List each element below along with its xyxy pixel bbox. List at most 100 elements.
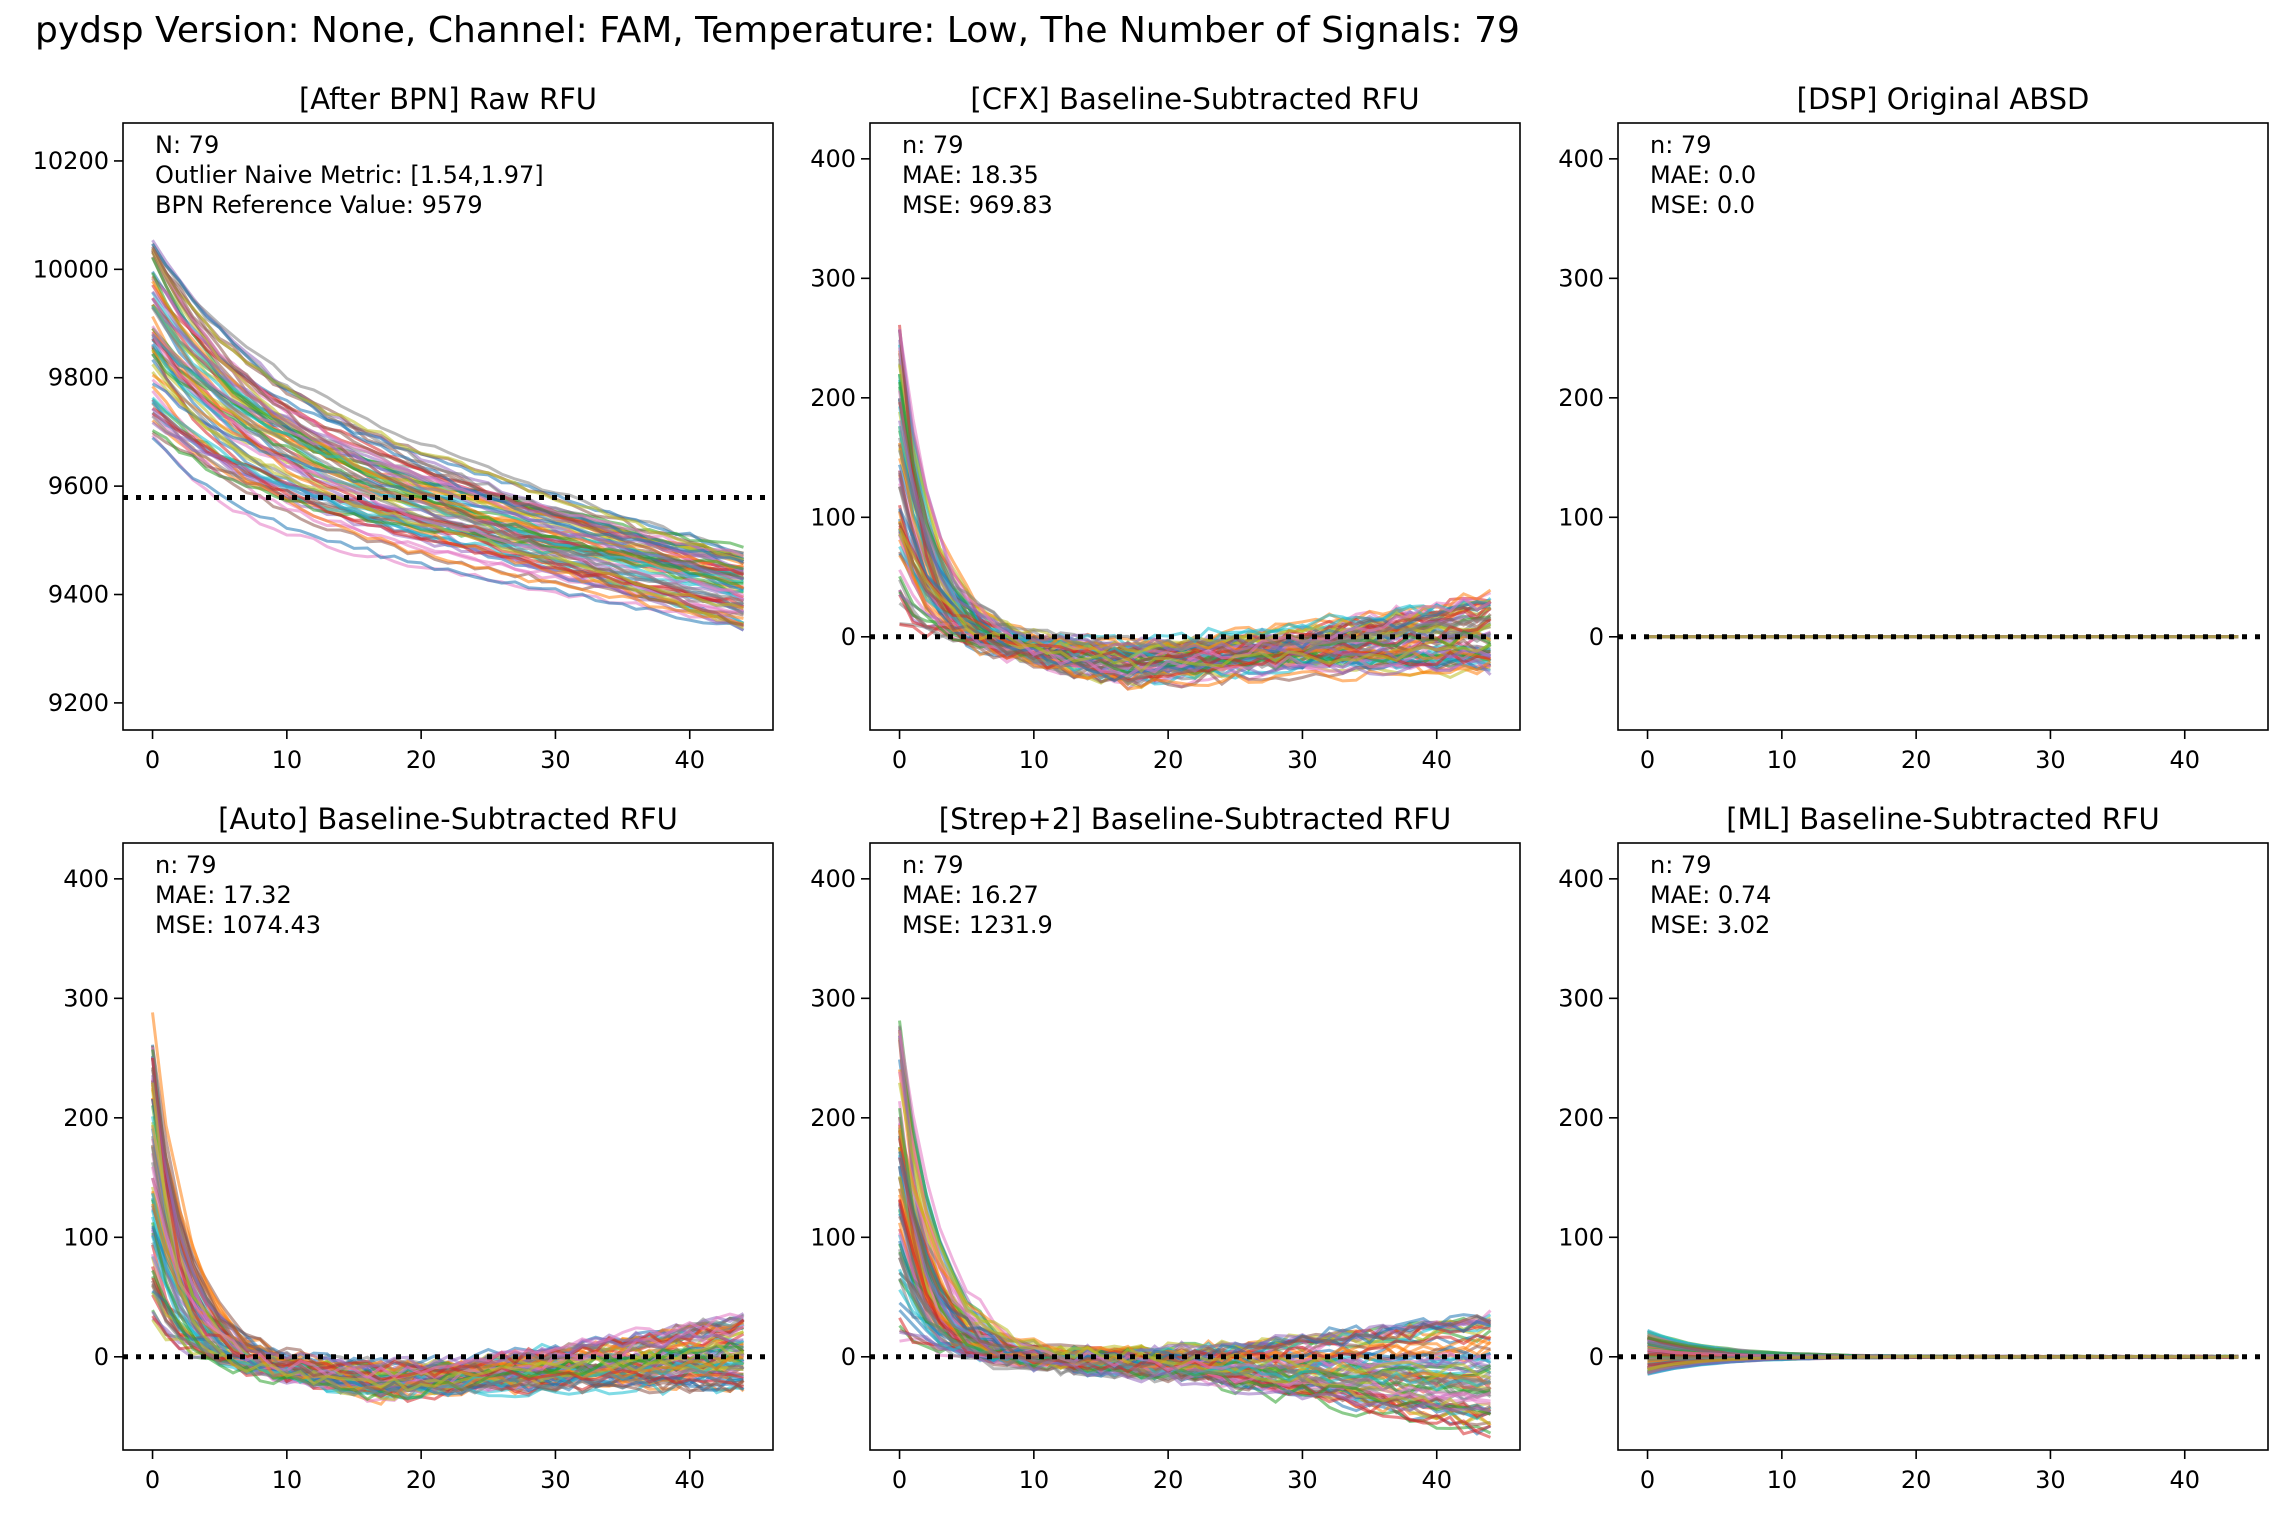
y-tick-label: 400 [810,145,856,173]
y-tick-label: 200 [63,1104,109,1132]
series-line [151,290,744,581]
series-line [151,1074,744,1371]
annotation-line: MAE: 0.0 [1650,161,1756,189]
series-line [151,1216,744,1400]
series-line [898,329,1492,678]
y-tick-label: 100 [810,503,856,531]
axes-frame [869,842,1521,1451]
x-tick-label: 0 [892,746,907,774]
series-group [898,324,1492,691]
series-line [151,247,744,562]
x-tick-label: 40 [674,1466,705,1494]
x-tick-label: 0 [145,1466,160,1494]
series-group [898,1020,1492,1439]
y-tick-label: 200 [1558,384,1604,412]
y-tick-label: 100 [1558,1223,1604,1251]
y-tick-label: 9800 [48,364,109,392]
subplot-1: [After BPN] Raw RFU 0 10 20 30 40 9200 9400 9600… [33,82,774,774]
x-tick-label: 20 [1153,746,1184,774]
y-tick-label: 0 [841,1343,856,1371]
series-line [151,385,744,627]
x-tick-label: 20 [1901,746,1932,774]
annotation-line: n: 79 [902,851,963,879]
x-tick-label: 0 [1640,1466,1655,1494]
axes-frame [869,122,1521,731]
series-group [151,239,745,632]
annotation-line: MAE: 0.74 [1650,881,1771,909]
subplot-5: [Strep+2] Baseline-Subtracted RFU 0 10 20 30… [810,802,1521,1494]
subplot-title: [DSP] Original ABSD [1797,82,2090,116]
x-tick-label: 30 [2035,1466,2066,1494]
axes-frame [122,122,774,731]
annotation-line: MAE: 18.35 [902,161,1039,189]
y-tick-label: 400 [810,865,856,893]
series-line [151,363,744,610]
axes-frame [1617,122,2269,731]
x-tick-label: 30 [540,746,571,774]
x-tick-label: 10 [1767,746,1798,774]
y-tick-label: 100 [810,1223,856,1251]
subplot-title: [Strep+2] Baseline-Subtracted RFU [939,802,1451,836]
annotation-line: MSE: 969.83 [902,191,1053,219]
figure-title: pydsp Version: None, Channel: FAM, Tempe… [35,10,1520,51]
y-tick-label: 0 [1589,1343,1604,1371]
y-tick-label: 10200 [33,147,109,175]
series-line [151,1177,744,1380]
y-tick-label: 300 [810,984,856,1012]
x-tick-label: 10 [272,746,303,774]
annotation-line: Outlier Naive Metric: [1.54,1.97] [155,161,544,189]
annotation-line: BPN Reference Value: 9579 [155,191,483,219]
x-tick-label: 10 [1019,1466,1050,1494]
annotation-line: n: 79 [1650,851,1711,879]
x-tick-label: 10 [1767,1466,1798,1494]
series-line [151,1049,745,1378]
y-tick-label: 0 [94,1343,109,1371]
annotation-line: n: 79 [155,851,216,879]
y-tick-label: 200 [810,1104,856,1132]
y-tick-label: 9200 [48,689,109,717]
annotation-line: n: 79 [902,131,963,159]
y-tick-label: 100 [63,1223,109,1251]
axes-frame [1617,842,2269,1451]
annotation-line: MSE: 1231.9 [902,911,1053,939]
annotation-line: n: 79 [1650,131,1711,159]
series-line [151,251,745,630]
x-tick-label: 30 [540,1466,571,1494]
x-tick-label: 40 [2169,1466,2200,1494]
x-tick-label: 0 [145,746,160,774]
series-line [898,1208,1492,1363]
series-line [151,1082,744,1393]
axes-frame [122,842,774,1451]
series-line [151,353,744,585]
x-tick-label: 0 [1640,746,1655,774]
y-tick-label: 100 [1558,503,1604,531]
annotation-line: MSE: 1074.43 [155,911,321,939]
x-tick-label: 20 [406,1466,437,1494]
subplot-title: [ML] Baseline-Subtracted RFU [1726,802,2160,836]
y-tick-label: 300 [1558,264,1604,292]
y-tick-label: 200 [1558,1104,1604,1132]
y-tick-label: 0 [1589,623,1604,651]
subplot-title: [Auto] Baseline-Subtracted RFU [218,802,678,836]
y-tick-label: 0 [841,623,856,651]
series-line [898,527,1492,674]
x-tick-label: 40 [1421,1466,1452,1494]
y-tick-label: 300 [810,264,856,292]
series-line [151,333,744,606]
series-line [151,246,744,557]
series-line [151,251,744,580]
series-group [151,1012,745,1406]
series-line [898,1257,1492,1386]
y-tick-label: 9400 [48,581,109,609]
x-tick-label: 40 [2169,746,2200,774]
series-line [151,436,745,632]
x-tick-label: 40 [674,746,705,774]
y-tick-label: 9600 [48,472,109,500]
series-line [151,1284,744,1400]
y-tick-label: 10000 [33,255,109,283]
